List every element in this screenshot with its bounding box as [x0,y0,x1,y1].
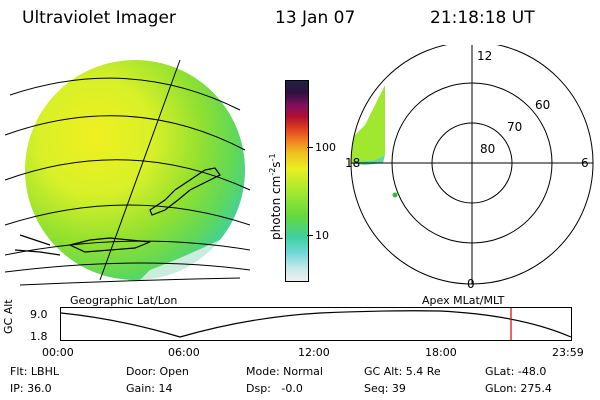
polar-aurora-region [351,85,385,163]
altitude-xtick-1800: 18:00 [425,346,457,359]
geo-coastline [14,167,221,256]
geo-graticule [4,59,251,286]
altitude-curve [60,310,572,338]
polar-plot: 12 18 6 0 60 70 80 [345,45,594,290]
lat-label-70: 70 [507,120,522,134]
altitude-plot [60,307,572,341]
status-gain: Gain: 14 [126,382,173,395]
colorbar-unit-label: photon cm-2s-1 [268,153,283,240]
altitude-plot-frame [60,307,572,341]
colorbar-tick-100: 100 [315,141,336,154]
status-glon: GLon: 275.4 [485,382,552,395]
status-ip: IP: 36.0 [10,382,52,395]
status-door: Door: Open [126,365,189,378]
polar-bright-spot [392,192,398,198]
instrument-title: Ultraviolet Imager [22,8,176,28]
colorbar-tick-major [307,235,313,236]
colorbar-tick-10: 10 [315,229,329,242]
geographic-map [4,59,251,286]
polar-grid [350,45,594,285]
image-time: 21:18:18 UT [430,8,535,28]
mlt-label-0: 0 [467,277,475,290]
lat-label-60: 60 [535,98,550,112]
altitude-xtick-0600: 06:00 [168,346,200,359]
status-seq: Seq: 39 [364,382,406,395]
image-date: 13 Jan 07 [275,8,356,28]
altitude-ylabel: GC Alt [2,299,15,334]
colorbar-tick-major [307,147,313,148]
altitude-xtick-1200: 12:00 [298,346,330,359]
status-mode: Mode: Normal [246,365,323,378]
status-gc-alt: GC Alt: 5.4 Re [364,365,441,378]
colorbar [285,80,309,282]
geo-map-title: Geographic Lat/Lon [70,294,178,307]
altitude-ytick-1-8: 1.8 [30,330,48,343]
mlt-label-18: 18 [345,156,360,170]
geo-disk [25,60,245,280]
polar-plot-title: Apex MLat/MLT [422,294,505,307]
altitude-ytick-9: 9.0 [30,308,48,321]
status-glat: GLat: -48.0 [485,365,547,378]
mlt-label-6: 6 [581,156,589,170]
altitude-xtick-0000: 00:00 [42,346,74,359]
status-dsp: Dsp: -0.0 [246,382,303,395]
altitude-xtick-2359: 23:59 [552,346,584,359]
mlt-label-12: 12 [477,49,492,63]
status-filter: Flt: LBHL [10,365,59,378]
lat-label-80: 80 [480,142,495,156]
